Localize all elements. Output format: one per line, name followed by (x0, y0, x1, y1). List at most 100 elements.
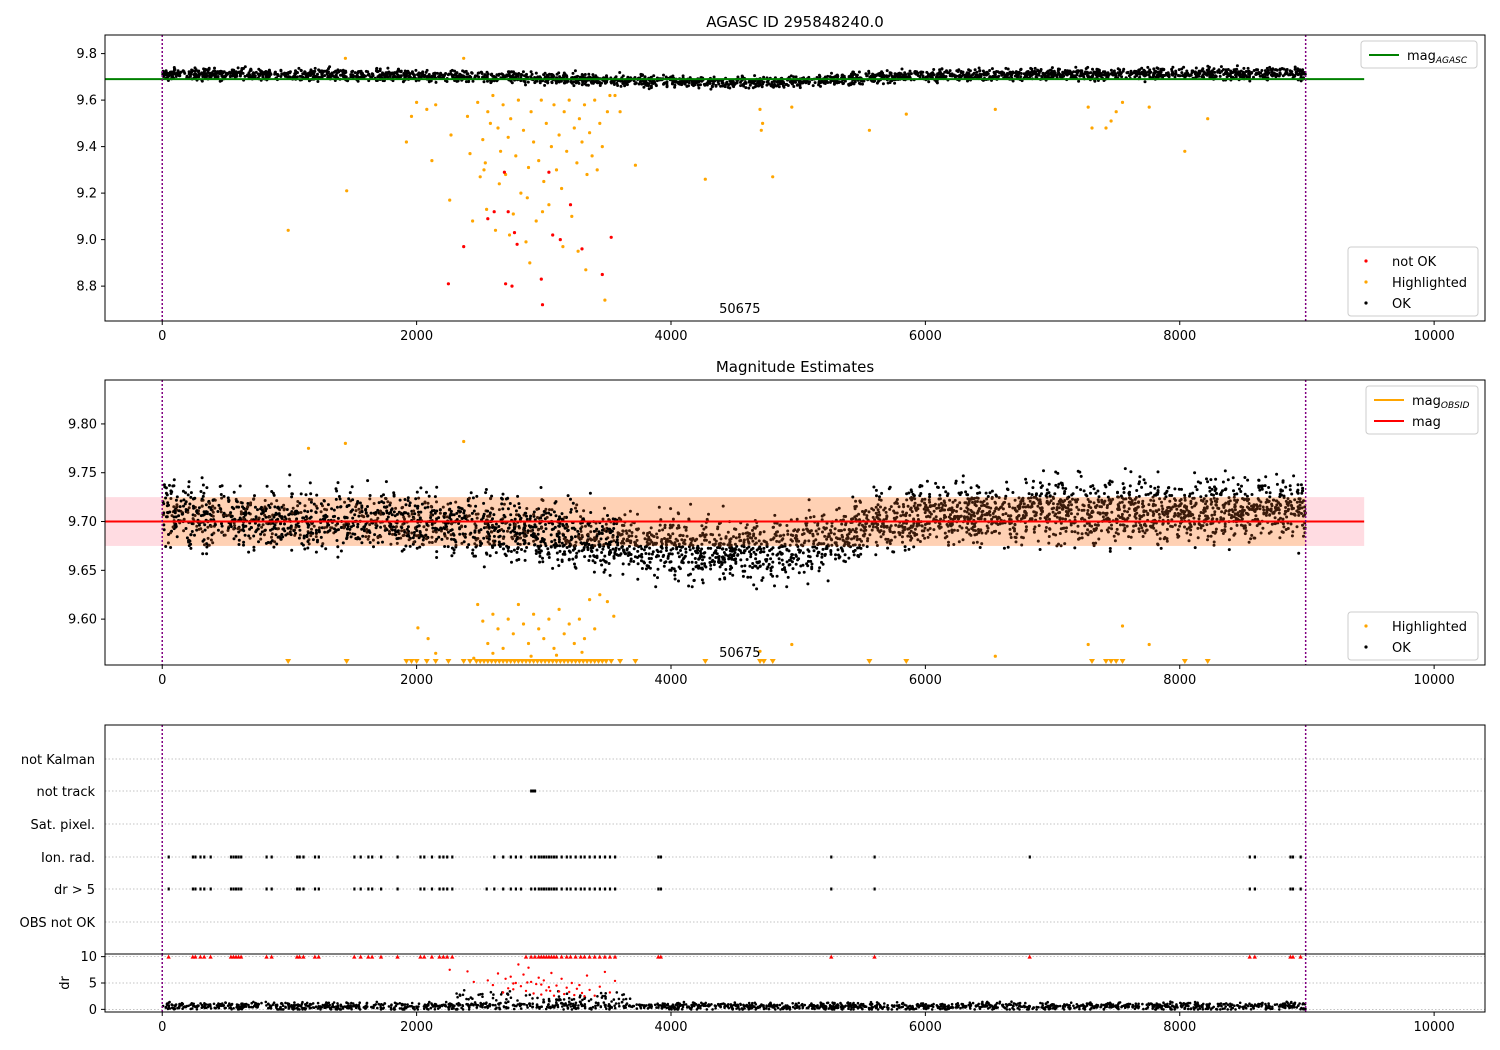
ok-point (934, 80, 938, 83)
ok-point (1138, 475, 1142, 479)
ok-point (1281, 74, 1285, 78)
obsid-label: 50675 (719, 302, 760, 317)
ok-point (792, 85, 796, 88)
highlighted-point (1109, 119, 1113, 123)
ok-point (482, 80, 486, 84)
ok-point (829, 550, 833, 554)
ok-point (474, 545, 478, 549)
ok-point (1252, 69, 1256, 72)
ok-point (437, 535, 441, 539)
ok-point (923, 501, 926, 505)
ok-point (179, 70, 183, 74)
ok-point (1259, 531, 1263, 535)
ok-point (491, 517, 494, 521)
ok-point (1261, 73, 1265, 77)
ok-point (235, 71, 239, 75)
ok-point (998, 71, 1001, 75)
ok-point (242, 540, 246, 544)
ok-point (851, 543, 855, 547)
ok-point (383, 74, 386, 78)
ok-point (506, 70, 510, 74)
ok-point (371, 538, 375, 542)
ok-point (571, 71, 575, 75)
ok-point (711, 82, 715, 86)
ok-point (700, 524, 704, 528)
ok-point (1120, 75, 1124, 79)
ok-point (523, 549, 527, 553)
ok-point (583, 73, 587, 76)
highlighted-point (509, 117, 513, 121)
ok-point (469, 491, 473, 495)
ok-point (435, 485, 439, 489)
ok-point (220, 530, 224, 534)
not-ok-point (540, 303, 545, 307)
ok-point (619, 84, 623, 88)
ok-point (759, 542, 763, 546)
ok-point (1181, 74, 1185, 77)
ok-point (1200, 75, 1204, 79)
highlighted-point (511, 212, 515, 216)
ok-point (238, 74, 242, 78)
ok-point (982, 71, 986, 75)
ok-point (760, 578, 764, 582)
highlighted-point (476, 100, 480, 104)
ok-point (551, 566, 555, 570)
ok-point (294, 525, 298, 529)
ok-point (194, 68, 198, 72)
ok-point (316, 80, 320, 83)
ok-point (467, 543, 471, 547)
ok-point (1211, 506, 1215, 510)
ok-point (751, 86, 755, 90)
ok-point (679, 549, 682, 552)
ok-point (353, 71, 357, 75)
ok-point (925, 479, 929, 483)
ok-point (747, 86, 751, 90)
ok-point (292, 529, 296, 533)
ok-point (582, 509, 586, 513)
ok-point (357, 514, 361, 518)
ok-point (186, 493, 190, 497)
ok-point (201, 75, 205, 79)
ok-point (1227, 496, 1231, 500)
ok-point (644, 83, 648, 87)
ok-point (731, 84, 735, 88)
ok-point (1146, 65, 1150, 69)
highlighted-point (790, 105, 794, 109)
ok-point (343, 500, 347, 504)
ok-point (709, 567, 713, 571)
ok-point (273, 71, 277, 75)
ok-point (429, 504, 433, 508)
ok-point (938, 493, 942, 497)
ok-point (1295, 525, 1299, 529)
ok-point (826, 81, 830, 84)
ok-point (1058, 73, 1062, 76)
ok-point (1300, 70, 1304, 74)
ok-point (1295, 500, 1299, 504)
ok-point (1219, 65, 1223, 69)
ok-point (190, 522, 194, 526)
ok-point (508, 523, 512, 527)
ok-point (681, 74, 685, 78)
ok-point (164, 545, 168, 548)
ok-point (997, 496, 1001, 500)
ok-point (939, 517, 943, 521)
ok-point (1273, 516, 1277, 520)
ok-point (1246, 66, 1250, 70)
ok-point (697, 80, 701, 84)
ok-point (667, 533, 670, 536)
ok-point (239, 71, 243, 75)
ok-point (348, 527, 352, 531)
ok-point (1243, 532, 1247, 536)
ok-point (806, 559, 810, 563)
ok-point (1156, 470, 1160, 474)
ok-point (373, 533, 377, 537)
ok-point (474, 504, 478, 508)
ok-point (174, 75, 178, 78)
ok-point (367, 529, 371, 533)
ok-point (1194, 485, 1198, 489)
ok-point (515, 74, 519, 78)
y-tick-label: 9.4 (76, 140, 97, 155)
not-ok-point (506, 210, 510, 214)
ok-point (662, 564, 666, 568)
ok-point (1205, 505, 1209, 509)
